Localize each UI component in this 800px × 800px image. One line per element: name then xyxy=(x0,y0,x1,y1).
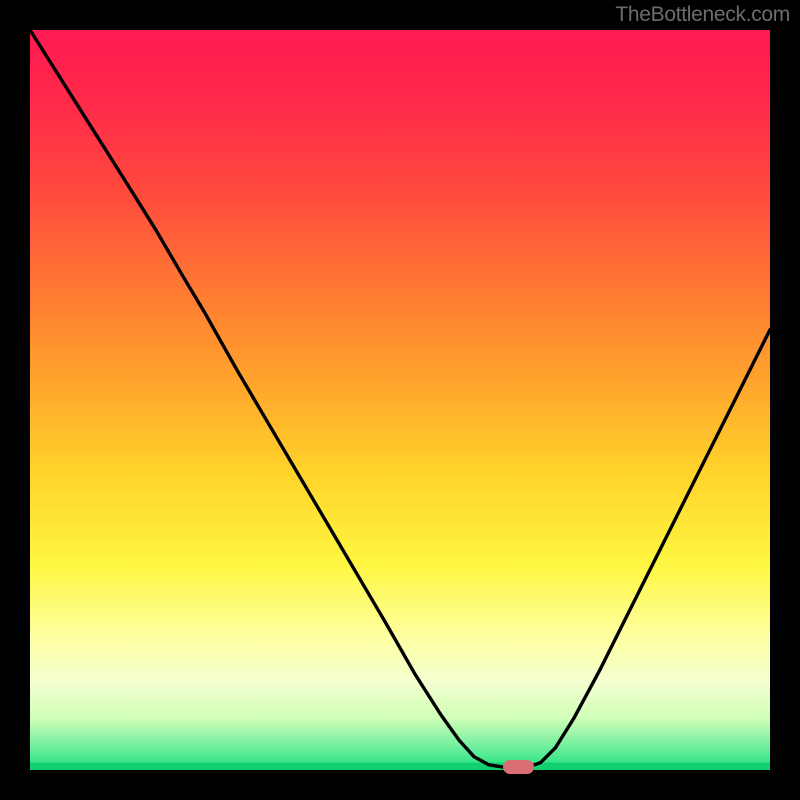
plot-area xyxy=(30,30,770,770)
bottleneck-curve xyxy=(30,30,770,770)
chart-container: TheBottleneck.com xyxy=(0,0,800,800)
optimal-marker xyxy=(503,760,534,773)
watermark-text: TheBottleneck.com xyxy=(615,3,790,27)
